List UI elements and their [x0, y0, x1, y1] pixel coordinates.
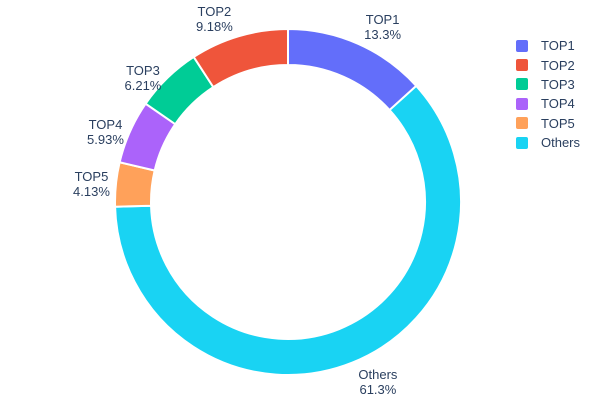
slice-label-name: TOP5 — [74, 169, 109, 185]
slice-label-name: TOP2 — [197, 4, 232, 20]
slice-label-name: TOP1 — [365, 11, 400, 27]
legend-label: TOP3 — [541, 76, 575, 92]
legend-label: TOP1 — [541, 38, 575, 54]
slice-label-top3: TOP3 6.21% — [125, 63, 162, 93]
slice-label-name: Others — [358, 366, 398, 382]
slice-label-percent: 4.13% — [73, 184, 110, 200]
legend-swatch — [516, 136, 528, 149]
legend-swatch — [516, 97, 528, 110]
slice-label-percent: 61.3% — [359, 381, 397, 397]
slice-top2[interactable] — [192, 27, 289, 89]
legend-label: Others — [541, 135, 581, 151]
legend-item-top1[interactable]: TOP1 — [516, 36, 580, 55]
legend-label: TOP4 — [541, 96, 575, 112]
slice-label-top4: TOP4 5.93% — [87, 117, 124, 147]
legend-swatch — [516, 39, 528, 52]
slice-label-percent: 5.93% — [87, 131, 124, 147]
slice-others[interactable] — [114, 84, 462, 376]
legend-item-top2[interactable]: TOP2 — [516, 55, 580, 74]
slice-label-name: TOP3 — [126, 62, 160, 78]
legend-swatch — [516, 59, 528, 72]
slice-label-top1: TOP1 13.3% — [364, 12, 401, 42]
slice-label-name: TOP4 — [88, 116, 123, 132]
slice-label-top5: TOP5 4.13% — [73, 169, 110, 199]
legend-item-top4[interactable]: TOP4 — [516, 94, 580, 113]
legend-label: TOP2 — [541, 57, 575, 73]
legend-item-top3[interactable]: TOP3 — [516, 75, 580, 94]
slice-label-percent: 9.18% — [195, 19, 233, 35]
legend: TOP1 TOP2 TOP3 TOP4 TOP5 Others — [516, 36, 580, 152]
slice-label-percent: 6.21% — [124, 77, 162, 93]
legend-swatch — [516, 117, 528, 130]
slice-label-top2: TOP2 9.18% — [196, 4, 233, 34]
legend-label: TOP5 — [541, 115, 575, 131]
legend-swatch — [516, 78, 528, 91]
legend-item-others[interactable]: Others — [516, 133, 580, 152]
slice-label-others: Others 61.3% — [358, 367, 397, 397]
legend-item-top5[interactable]: TOP5 — [516, 114, 580, 133]
slice-label-percent: 13.3% — [364, 26, 402, 42]
